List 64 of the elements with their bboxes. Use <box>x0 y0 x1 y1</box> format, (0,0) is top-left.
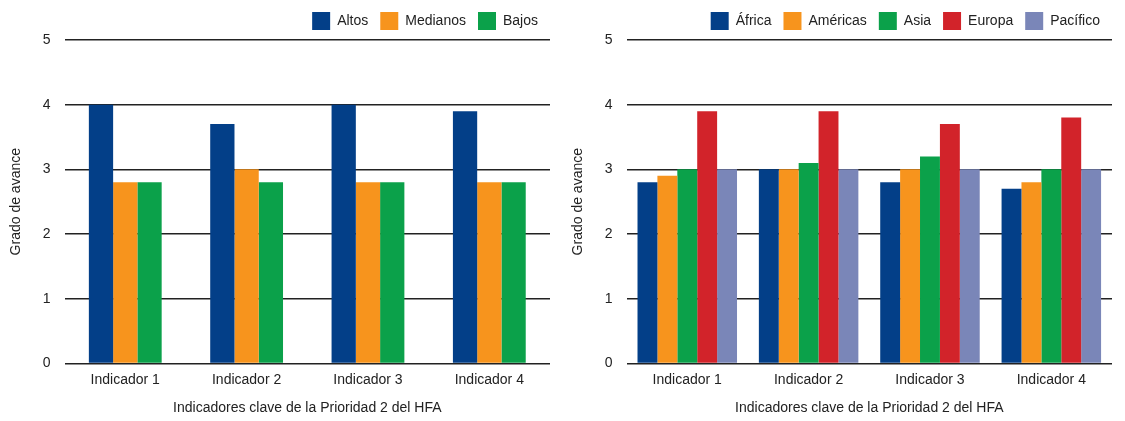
y-tick-label: 1 <box>42 289 51 306</box>
legend-label: Asia <box>903 11 932 28</box>
bar <box>657 175 678 363</box>
bar <box>1081 169 1102 363</box>
bar <box>778 169 799 363</box>
bar <box>210 124 235 363</box>
bar <box>697 111 718 363</box>
bar <box>477 182 502 363</box>
bar <box>1021 182 1042 363</box>
x-axis-title: Indicadores clave de la Prioridad 2 del HFA <box>173 399 443 416</box>
bar <box>959 169 980 363</box>
bar <box>234 169 259 363</box>
x-tick-label: Indicador 3 <box>333 370 403 387</box>
bar <box>880 182 901 363</box>
bar <box>920 156 940 363</box>
bar <box>798 162 819 363</box>
y-tick-label: 0 <box>604 354 613 371</box>
bar <box>1001 188 1022 363</box>
bar <box>452 111 478 363</box>
legend-label: Américas <box>808 11 867 28</box>
bar <box>355 182 381 363</box>
bar <box>717 169 738 363</box>
x-tick-label: Indicador 1 <box>652 370 723 387</box>
bar <box>900 169 921 363</box>
y-tick-label: 2 <box>604 224 613 241</box>
y-tick-label: 4 <box>604 95 613 112</box>
x-tick-label: Indicador 3 <box>895 370 965 387</box>
y-tick-label: 4 <box>42 95 51 112</box>
legend-label: Altos <box>337 11 369 28</box>
legend-label: Pacífico <box>1050 11 1101 28</box>
y-tick-label: 1 <box>604 289 613 306</box>
x-tick-label: Indicador 2 <box>773 370 844 387</box>
bar <box>501 182 526 363</box>
legend-label: Bajos <box>502 11 539 28</box>
legend-label: Medianos <box>405 11 466 28</box>
x-axis-title: Indicadores clave de la Prioridad 2 del HFA <box>735 399 1005 416</box>
x-tick-label: Indicador 1 <box>90 370 161 387</box>
y-tick-label: 2 <box>42 224 51 241</box>
y-tick-label: 5 <box>42 30 51 47</box>
bar <box>637 182 658 363</box>
bar <box>331 104 356 363</box>
legend-label: Europa <box>968 11 1014 28</box>
x-tick-label: Indicador 2 <box>211 370 282 387</box>
bar <box>677 169 698 363</box>
bar <box>838 169 859 363</box>
bar <box>137 182 162 363</box>
legend-label: África <box>735 11 772 28</box>
bar <box>1061 117 1082 363</box>
y-tick-label: 3 <box>604 160 613 177</box>
y-tick-label: 5 <box>604 30 613 47</box>
bar <box>818 111 839 363</box>
y-tick-label: 3 <box>42 160 51 177</box>
bar <box>758 169 779 363</box>
y-axis-title: Grado de avance <box>569 147 586 256</box>
bar <box>939 124 960 363</box>
bar <box>1041 169 1062 363</box>
y-axis-title: Grado de avance <box>7 147 24 256</box>
bar <box>258 182 284 363</box>
y-tick-label: 0 <box>42 354 51 371</box>
bar <box>380 182 405 363</box>
bar <box>113 182 138 363</box>
x-tick-label: Indicador 4 <box>454 370 525 387</box>
x-tick-label: Indicador 4 <box>1016 370 1087 387</box>
bar <box>88 104 114 363</box>
